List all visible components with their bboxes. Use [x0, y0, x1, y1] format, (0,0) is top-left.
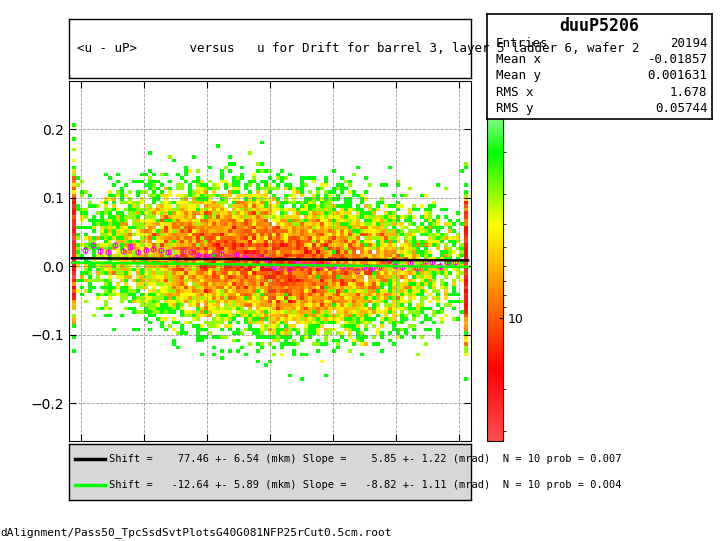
Text: dAlignment/Pass50_TpcSsdSvtPlotsG40G081NFP25rCut0.5cm.root: dAlignment/Pass50_TpcSsdSvtPlotsG40G081N… [0, 527, 392, 538]
Text: 1.678: 1.678 [670, 86, 708, 99]
Text: RMS x: RMS x [496, 86, 534, 99]
Text: -0.01857: -0.01857 [647, 53, 708, 66]
Text: Shift =    77.46 +- 6.54 (mkm) Slope =    5.85 +- 1.22 (mrad)  N = 10 prob = 0.0: Shift = 77.46 +- 6.54 (mkm) Slope = 5.85… [109, 454, 621, 464]
Text: RMS y: RMS y [496, 102, 534, 115]
Text: 0.05744: 0.05744 [655, 102, 708, 115]
Text: Mean x: Mean x [496, 53, 541, 66]
Text: Shift =   -12.64 +- 5.89 (mkm) Slope =   -8.82 +- 1.11 (mrad)  N = 10 prob = 0.0: Shift = -12.64 +- 5.89 (mkm) Slope = -8.… [109, 480, 621, 490]
Text: <u - uP>       versus   u for Drift for barrel 3, layer 5 ladder 6, wafer 2: <u - uP> versus u for Drift for barrel 3… [77, 42, 639, 55]
Text: Entries: Entries [496, 37, 549, 50]
Text: duuP5206: duuP5206 [560, 17, 639, 35]
Text: Mean y: Mean y [496, 69, 541, 82]
Text: 20194: 20194 [670, 37, 708, 50]
Text: 0.001631: 0.001631 [647, 69, 708, 82]
